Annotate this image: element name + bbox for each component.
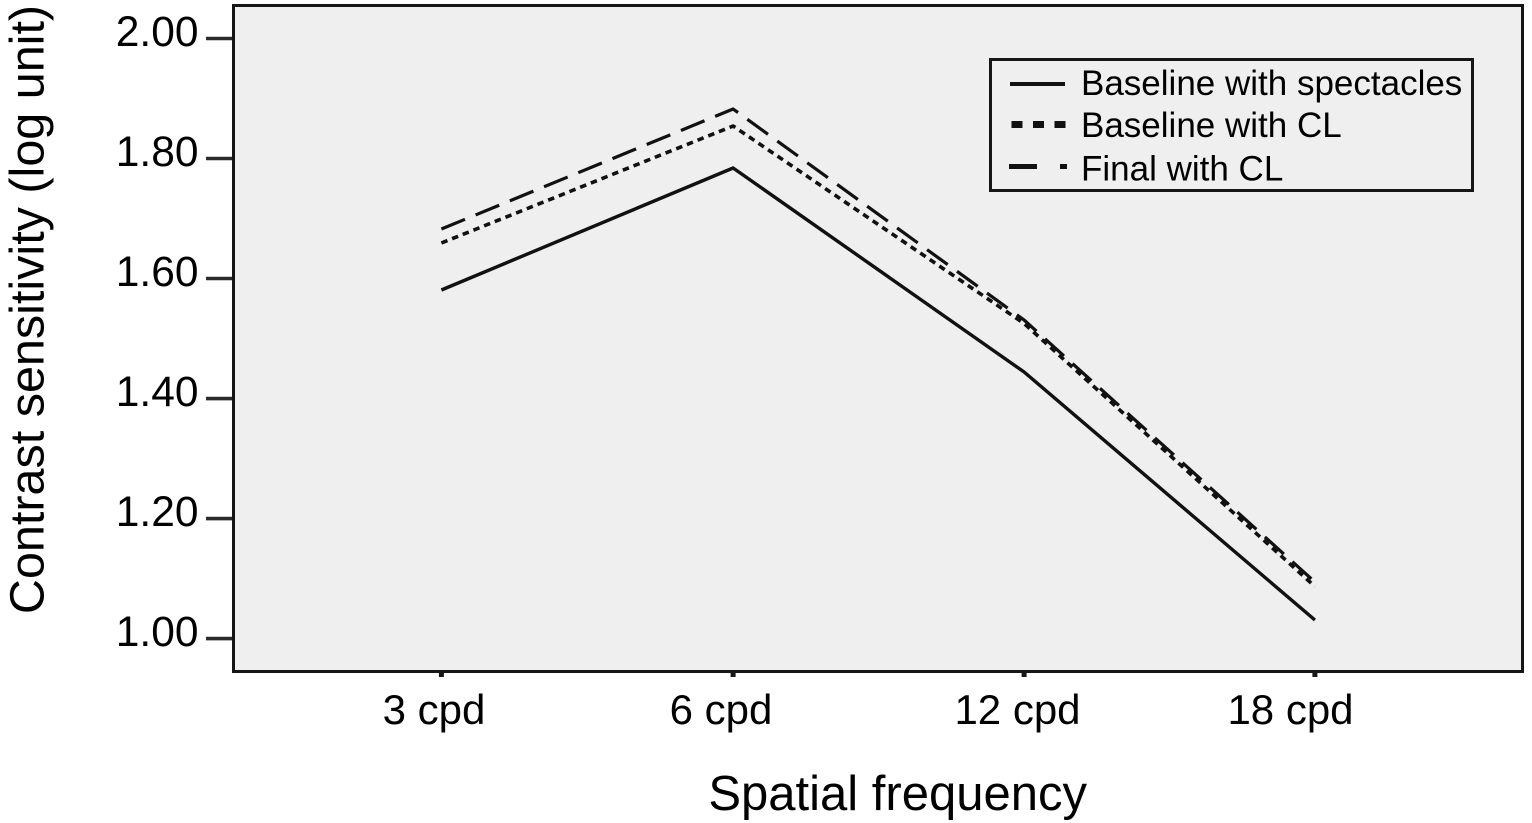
svg-text:1.40: 1.40 (116, 369, 199, 416)
svg-text:Contrast sensitivity (log unit: Contrast sensitivity (log unit) (1, 5, 55, 614)
svg-text:12 cpd: 12 cpd (954, 686, 1080, 733)
svg-text:Final with CL: Final with CL (1081, 149, 1283, 188)
svg-text:18 cpd: 18 cpd (1227, 686, 1353, 733)
svg-text:2.00: 2.00 (116, 9, 199, 56)
svg-text:1.60: 1.60 (116, 249, 199, 296)
svg-text:1.80: 1.80 (116, 129, 199, 176)
svg-text:Baseline with CL: Baseline with CL (1081, 106, 1342, 145)
svg-text:Spatial frequency: Spatial frequency (708, 767, 1087, 821)
svg-text:Baseline with spectacles: Baseline with spectacles (1081, 64, 1462, 103)
svg-text:3 cpd: 3 cpd (383, 686, 486, 733)
svg-text:1.20: 1.20 (116, 489, 199, 536)
svg-text:1.00: 1.00 (116, 609, 199, 656)
svg-text:6 cpd: 6 cpd (670, 686, 773, 733)
